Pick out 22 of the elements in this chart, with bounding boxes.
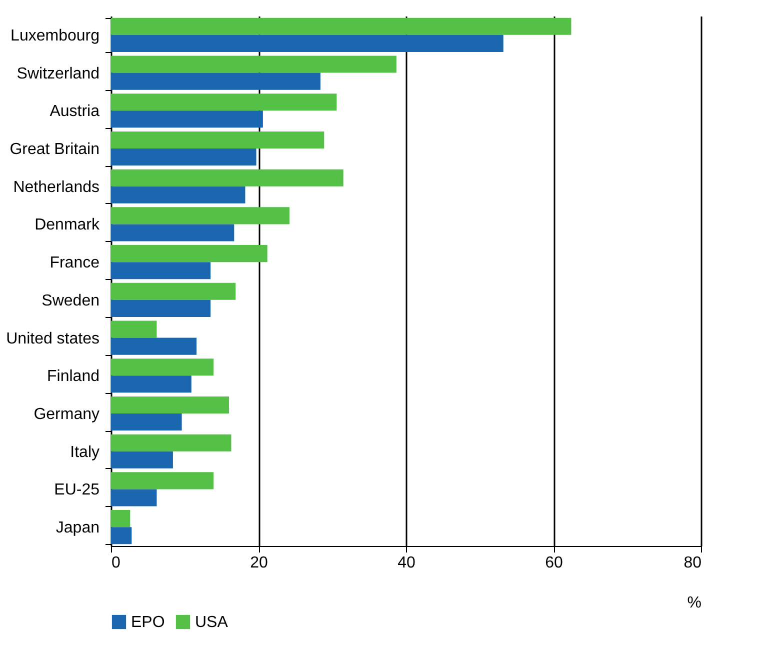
y-tick-label: Netherlands [13,178,100,196]
x-tick-label: 0 [112,554,120,572]
y-tick-label: France [50,254,100,272]
y-tick-label: Italy [70,444,100,461]
y-tick-label: Switzerland [16,65,100,82]
y-tick-label: Sweden [42,292,100,310]
y-tick-label: Denmark [34,216,100,234]
x-tick-label: 20 [250,554,268,572]
x-tick-label: 60 [545,554,563,572]
y-tick-label: Luxembourg [10,27,100,44]
y-tick-label: EU-25 [54,482,100,499]
x-axis-title: % [687,594,702,612]
x-tick-label: 80 [684,554,702,572]
legend-label: EPO [131,614,165,631]
y-tick-label: Germany [34,406,100,423]
legend-label: USA [195,614,228,631]
y-tick-label: Finland [47,368,100,386]
x-tick-label: 40 [398,554,416,572]
y-tick-label: Great Britain [10,141,100,158]
y-tick-label: Japan [56,520,100,537]
y-tick-label: United states [6,330,100,348]
y-tick-label: Austria [50,103,100,120]
